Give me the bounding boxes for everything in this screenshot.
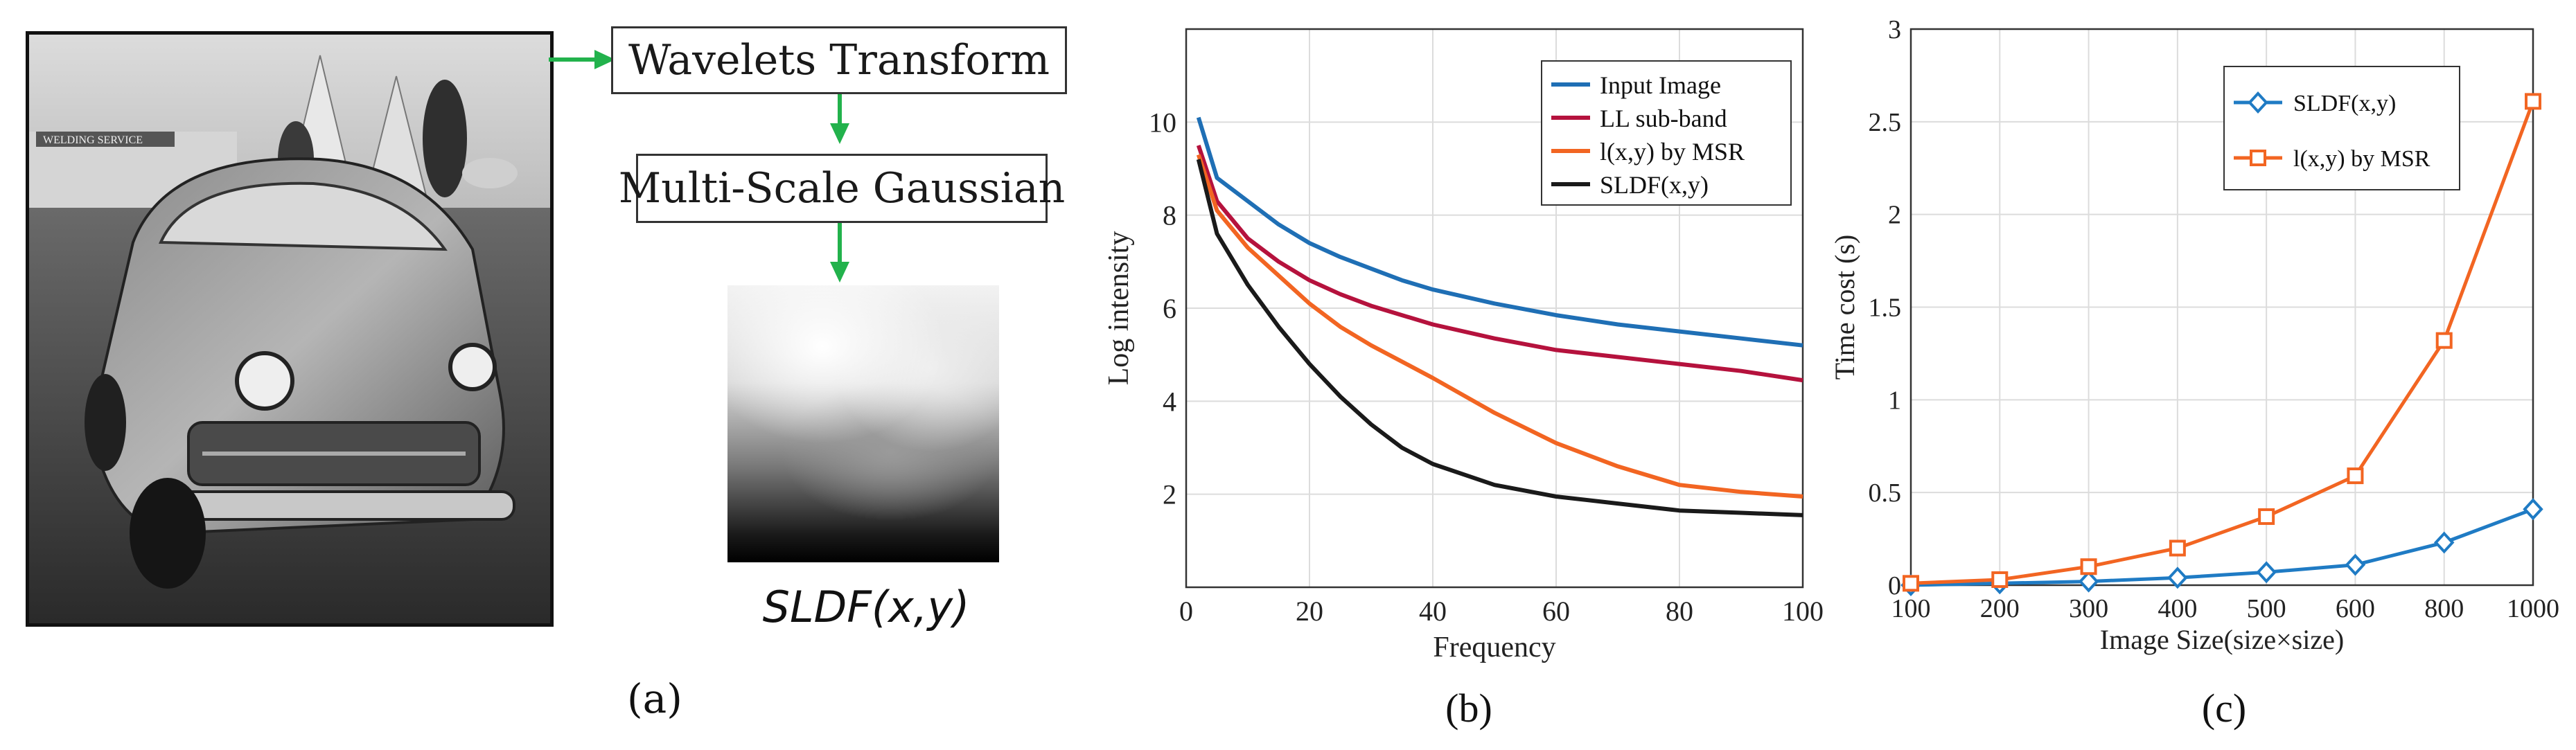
data-point-square xyxy=(2080,558,2097,575)
x-tick-label: 1000 xyxy=(2507,594,2559,623)
sldf-output-image xyxy=(727,285,999,562)
y-tick-label: 0 xyxy=(1888,571,1901,600)
y-axis-label: Log intensity xyxy=(1103,231,1135,386)
data-point-square xyxy=(2347,467,2364,485)
arrow-right-icon xyxy=(594,50,615,69)
plot-frame xyxy=(1185,28,1804,589)
x-axis-label: Image Size(size×size) xyxy=(2100,624,2344,655)
x-tick-label: 600 xyxy=(2336,594,2375,623)
arrow-down-icon xyxy=(830,262,849,283)
legend-marker-diamond xyxy=(2248,91,2268,114)
legend-box xyxy=(2223,66,2460,190)
series-line-1 xyxy=(1910,100,2535,585)
series-line-1 xyxy=(1196,144,1803,383)
data-point-square xyxy=(1903,575,1919,592)
y-tick-label: 2 xyxy=(1163,479,1176,510)
x-tick-label: 300 xyxy=(2069,594,2108,623)
flow-arrows xyxy=(549,50,849,283)
y-tick-label: 8 xyxy=(1163,200,1176,231)
x-tick-label: 800 xyxy=(2424,594,2464,623)
y-tick-label: 1 xyxy=(1888,386,1901,415)
x-tick-label: 400 xyxy=(2158,594,2197,623)
data-point-diamond xyxy=(2523,498,2543,521)
x-tick-label: 200 xyxy=(1980,594,2020,623)
panel-c-label: (c) xyxy=(2202,686,2246,731)
data-point-diamond xyxy=(2345,553,2366,576)
data-point-diamond xyxy=(2256,561,2277,584)
x-axis-label: Frequency xyxy=(1433,632,1555,663)
y-tick-label: 2.5 xyxy=(1869,108,1902,137)
data-point-square xyxy=(2258,508,2275,525)
y-tick-label: 3 xyxy=(1888,15,1901,44)
y-tick-label: 10 xyxy=(1149,107,1176,138)
car-photo: WELDING SERVICE xyxy=(26,31,554,627)
data-point-diamond xyxy=(2167,566,2188,589)
series-line-3 xyxy=(1196,159,1803,517)
y-tick-label: 1.5 xyxy=(1869,294,1902,323)
x-tick-label: 0 xyxy=(1179,596,1193,627)
y-tick-label: 6 xyxy=(1163,293,1176,324)
x-tick-label: 500 xyxy=(2247,594,2286,623)
y-tick-label: 0.5 xyxy=(1869,479,1902,508)
welding-sign: WELDING SERVICE xyxy=(43,134,143,146)
panel-a: WELDING SERVICE Wavelets Transform Multi… xyxy=(0,0,1067,750)
chart-b: 0 20 40 60 80 100 2 4 6 8 10 Frequency Log intensity… xyxy=(1103,28,1824,731)
data-point-square xyxy=(1991,571,2009,588)
x-tick-label: 40 xyxy=(1419,596,1447,627)
data-point-square xyxy=(2435,332,2453,349)
legend-label-1: LL sub-band xyxy=(1600,105,1727,132)
series-line-0 xyxy=(1196,116,1803,348)
y-tick-label: 2 xyxy=(1888,201,1901,230)
wavelets-transform-box: Wavelets Transform xyxy=(611,26,1067,94)
multi-scale-gaussian-box: Multi-Scale Gaussian xyxy=(619,154,1065,223)
x-tick-label: 80 xyxy=(1666,596,1693,627)
car-photo-drawing: WELDING SERVICE xyxy=(29,35,550,623)
panel-a-label: (a) xyxy=(627,675,682,722)
panel-b-label: (b) xyxy=(1445,686,1492,731)
legend-label-2: l(x,y) by MSR xyxy=(1600,138,1745,166)
legend-label-0: Input Image xyxy=(1600,71,1721,99)
arrow-down-icon xyxy=(830,123,849,144)
legend-label-0: SLDF(x,y) xyxy=(2293,91,2396,116)
chart-c: 100 200 300 400 500 600 800 1000 0 0.5 1 1.5 2 2.5 3 Im… xyxy=(1829,15,2559,731)
series-line-0 xyxy=(1910,507,2534,587)
legend-marker-square xyxy=(2250,150,2266,166)
x-tick-label: 100 xyxy=(1782,596,1824,627)
x-tick-label: 20 xyxy=(1296,596,1323,627)
y-tick-label: 4 xyxy=(1163,386,1176,417)
series-line-2 xyxy=(1196,154,1803,499)
x-tick-label: 100 xyxy=(1891,594,1931,623)
sldf-output-label: SLDF(x,y) xyxy=(762,582,970,632)
data-point-diamond xyxy=(2078,570,2099,593)
plot-frame xyxy=(1909,28,2534,587)
x-tick-label: 60 xyxy=(1542,596,1570,627)
data-point-square xyxy=(2169,539,2186,557)
y-axis-label: Time cost (s) xyxy=(1829,235,1860,380)
legend-label-1: l(x,y) by MSR xyxy=(2293,146,2431,172)
data-point-square xyxy=(2525,93,2541,110)
legend-label-3: SLDF(x,y) xyxy=(1600,171,1709,199)
data-point-diamond xyxy=(2433,531,2455,554)
